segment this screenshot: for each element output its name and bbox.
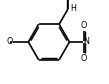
Text: O: O [80,21,87,30]
Text: H: H [70,4,76,13]
Text: O: O [80,54,87,63]
Text: N: N [83,37,89,47]
Text: O: O [6,37,13,47]
